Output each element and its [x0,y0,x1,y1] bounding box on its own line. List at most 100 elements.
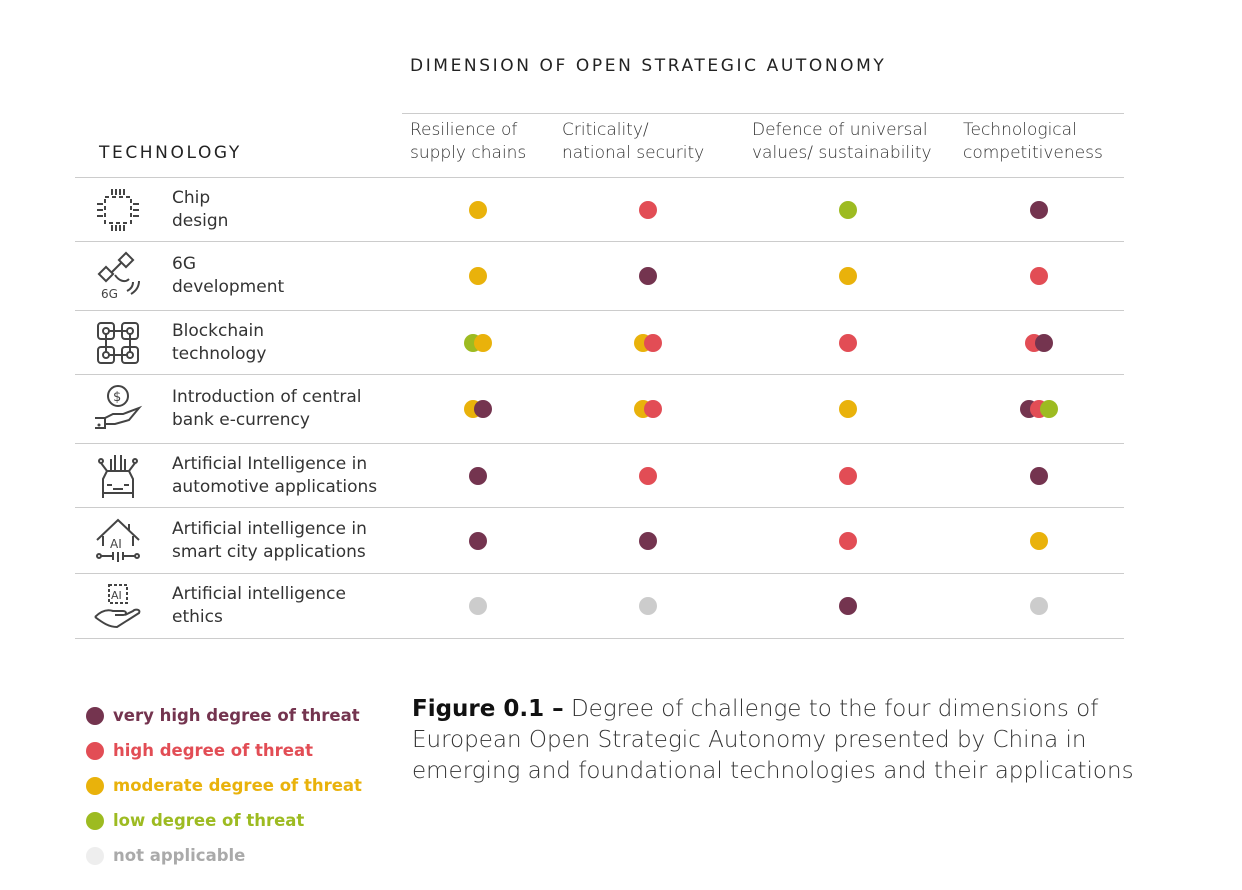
technology-label-line: ethics [172,607,223,627]
threat-dot-high [839,531,857,550]
threat-dot-moderate [474,333,492,352]
table-row: $ Introduction of central bank e-currency [75,375,1124,444]
threat-dot-low [1040,400,1058,418]
threat-cell [469,466,487,485]
column-header-line: supply chains [410,143,527,163]
legend-label: very high degree of threat [113,706,360,725]
threat-cell [1025,333,1053,352]
technology-label-line: Artificial Intelligence in [172,453,368,474]
threat-cell [1030,200,1048,219]
legend-dot-icon [86,811,104,830]
technology-label: Blockchain technology [172,320,266,366]
threat-dot-high [644,333,662,352]
threat-cell [469,267,487,285]
svg-text:AI: AI [111,589,122,602]
threat-cell [634,333,662,352]
satellite-6g-icon: 6G [97,251,140,301]
technology-label-line: development [172,277,285,297]
threat-dot-moderate [1030,531,1048,550]
threat-dot-high [839,466,857,485]
legend-label: not applicable [113,846,246,865]
legend-item: high degree of threat [86,733,362,768]
legend-label: high degree of threat [113,741,314,760]
threat-cell [464,400,492,418]
threat-dot-low [839,200,857,219]
figure-number: Figure 0.1 – [412,696,564,722]
threat-cell [469,200,487,219]
column-header-line: Technological [963,120,1077,140]
threat-cell [639,531,657,550]
threat-dot-moderate [839,267,857,285]
legend-label: low degree of threat [113,811,305,830]
technology-label-line: smart city applications [172,541,366,562]
svg-text:AI: AI [110,537,122,551]
technology-label-line: automotive applications [172,476,378,497]
ai-hand-chip-icon: AI [94,584,141,629]
threat-cell [1030,531,1048,550]
legend-item: very high degree of threat [86,698,362,733]
table-row: Artificial Intelligence in automotive app… [75,444,1124,508]
threat-cell [1030,267,1048,285]
ai-house-icon: AI [96,518,140,562]
threat-cell [839,531,857,550]
threat-dot-very-high [474,400,492,418]
legend-dot-icon [86,776,104,795]
technology-label: 6G development [172,253,284,299]
technology-label: Chip design [172,187,228,233]
threat-cell [839,466,857,485]
threat-dot-high [639,466,657,485]
threat-dot-very-high [839,597,857,615]
table-row: Chip design [75,178,1124,242]
svg-text:$: $ [113,390,121,405]
legend-label: moderate degree of threat [113,776,362,795]
column-header-line: values/ sustainability [752,143,932,163]
threat-dot-high [1030,267,1048,285]
column-header-line: national security [562,143,705,163]
header-divider [402,113,1124,114]
column-header-line: Defence of universal [752,120,928,140]
column-header-line: competitiveness [963,143,1103,163]
column-header-criticality: Criticality/national security [562,119,704,165]
threat-cell [639,200,657,219]
hand-coin-icon: $ [95,385,143,429]
threat-cell [839,400,857,418]
threat-cell [839,267,857,285]
threat-dot-very-high [469,531,487,550]
threat-dot-na [639,597,657,615]
table-row: AI Artificial intelligence ethics [75,574,1124,639]
technology-label-line: Chip [172,187,211,208]
svg-text:6G: 6G [101,287,118,301]
technology-header: TECHNOLOGY [99,143,242,163]
technology-label: Artificial Intelligence in automotive app… [172,453,377,499]
technology-label-line: Blockchain [172,320,265,341]
threat-cell [839,597,857,615]
threat-cell [1030,466,1048,485]
technology-label-line: Artificial intelligence in [172,518,367,539]
caption-text: Degree of challenge to the four dimensio… [412,696,1134,784]
technology-label: Artificial intelligence in smart city app… [172,518,367,564]
table-row: AI Artificial intelligence in smart city a… [75,508,1124,574]
threat-cell [1030,597,1048,615]
threat-cell [639,597,657,615]
threat-dot-very-high [1030,466,1048,485]
figure-title: DIMENSION OF OPEN STRATEGIC AUTONOMY [410,56,887,76]
technology-label: Artificial intelligence ethics [172,583,346,629]
technology-label-line: bank e-currency [172,410,310,430]
threat-dot-high [639,200,657,219]
legend-dot-icon [86,846,104,865]
threat-dot-very-high [1035,333,1053,352]
technology-label-line: Introduction of central [172,387,362,407]
table-top-divider [75,177,1124,178]
technology-label-line: Artificial intelligence [172,584,346,604]
threat-dot-na [1030,597,1048,615]
threat-dot-na [469,597,487,615]
legend-item: low degree of threat [86,803,362,838]
threat-cell [469,597,487,615]
threat-dot-moderate [469,267,487,285]
threat-cell [639,466,657,485]
table-row: Blockchain technology [75,311,1124,375]
ai-car-icon [98,454,138,498]
technology-label: Introduction of central bank e-currency [172,386,362,432]
figure-caption: Figure 0.1 – Degree of challenge to the … [412,694,1172,787]
threat-dot-high [839,333,857,352]
